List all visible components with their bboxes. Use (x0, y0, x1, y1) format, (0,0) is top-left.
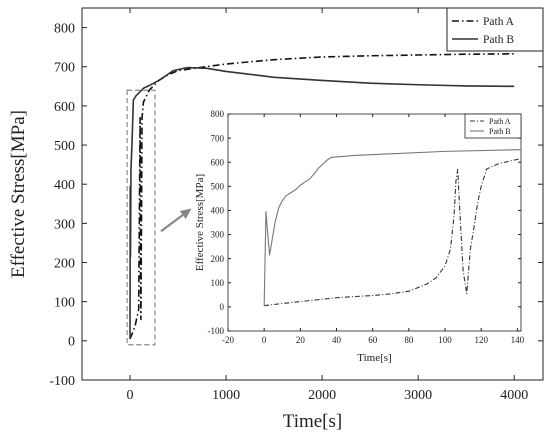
main-y-axis-label: Effective Stress[MPa] (8, 110, 29, 278)
inset-y-tick-label: 600 (211, 157, 225, 167)
inset-legend-label: Path B (489, 127, 511, 136)
inset-y-tick-label: 400 (211, 206, 225, 216)
main-legend: Path A Path B (446, 7, 544, 52)
inset-x-tick-label: 40 (332, 335, 342, 345)
inset-series-line-path-a (264, 158, 521, 307)
main-y-tick-label: 200 (54, 256, 75, 271)
main-legend-box (446, 7, 544, 52)
inset-y-tick-label: 500 (211, 181, 225, 191)
zoom-highlight-box (126, 89, 156, 346)
main-legend-label: Path B (483, 34, 514, 46)
inset-x-tick-label: 0 (262, 335, 267, 345)
main-y-tick-label: 400 (54, 178, 75, 193)
main-series-group (129, 53, 515, 340)
inset-y-tick-label: 100 (211, 278, 225, 288)
inset-x-tick-label: -20 (222, 335, 234, 345)
inset-x-tick-label: 140 (511, 335, 525, 345)
inset-series-line-path-b (263, 149, 521, 306)
inset-x-tick-label: 60 (368, 335, 378, 345)
main-y-tick-label: -100 (49, 374, 75, 389)
main-y-tick-label: 800 (54, 21, 75, 36)
main-x-tick-label: 2000 (308, 388, 336, 403)
main-y-tick-label: 700 (54, 61, 75, 76)
inset-y-tick-label: -100 (208, 326, 225, 336)
inset-y-tick-label: 200 (211, 254, 225, 264)
inset-x-tick-label: 20 (296, 335, 306, 345)
main-x-axis-label: Time[s] (283, 411, 342, 432)
main-y-tick-label: 100 (54, 296, 75, 311)
inset-legend-box (464, 113, 522, 139)
inset-plot-frame (227, 113, 522, 332)
inset-y-tick-label: 300 (211, 230, 225, 240)
main-plot: 0 1000 2000 3000 4000-1000100200300400500600… (8, 7, 544, 432)
inset-plot-background (228, 114, 521, 331)
inset-y-tick-label: 700 (211, 133, 225, 143)
zoom-arrow-head (179, 208, 192, 220)
main-legend-label: Path A (483, 16, 515, 28)
inset-plot: -20 0 20 40 60 80 100 120 140 -100 0 100 200 300 400 50… (194, 109, 525, 364)
main-x-tick-label: 0 (127, 388, 134, 403)
inset-x-tick-label: 80 (404, 335, 414, 345)
main-y-tick-label: 300 (54, 217, 75, 232)
main-plot-frame (81, 7, 544, 381)
main-y-tick-label: 0 (68, 335, 75, 350)
main-y-tick-label: 600 (54, 100, 75, 115)
inset-x-axis-label: Time[s] (357, 352, 391, 364)
main-series-line-path-b (129, 66, 515, 339)
inset-y-tick-label: 0 (220, 302, 225, 312)
inset-x-tick-label: 120 (474, 335, 488, 345)
inset-legend-label: Path A (489, 117, 511, 126)
inset-x-tick-label: 100 (438, 335, 452, 345)
inset-series-group (263, 149, 521, 307)
inset-y-tick-label: 800 (211, 109, 225, 119)
inset-y-axis-label: Effective Stress[MPa] (194, 174, 206, 271)
main-y-tick-label: 500 (54, 139, 75, 154)
main-x-tick-label: 3000 (404, 388, 432, 403)
main-x-tick-label: 1000 (212, 388, 240, 403)
main-x-tick-label: 4000 (500, 388, 528, 403)
